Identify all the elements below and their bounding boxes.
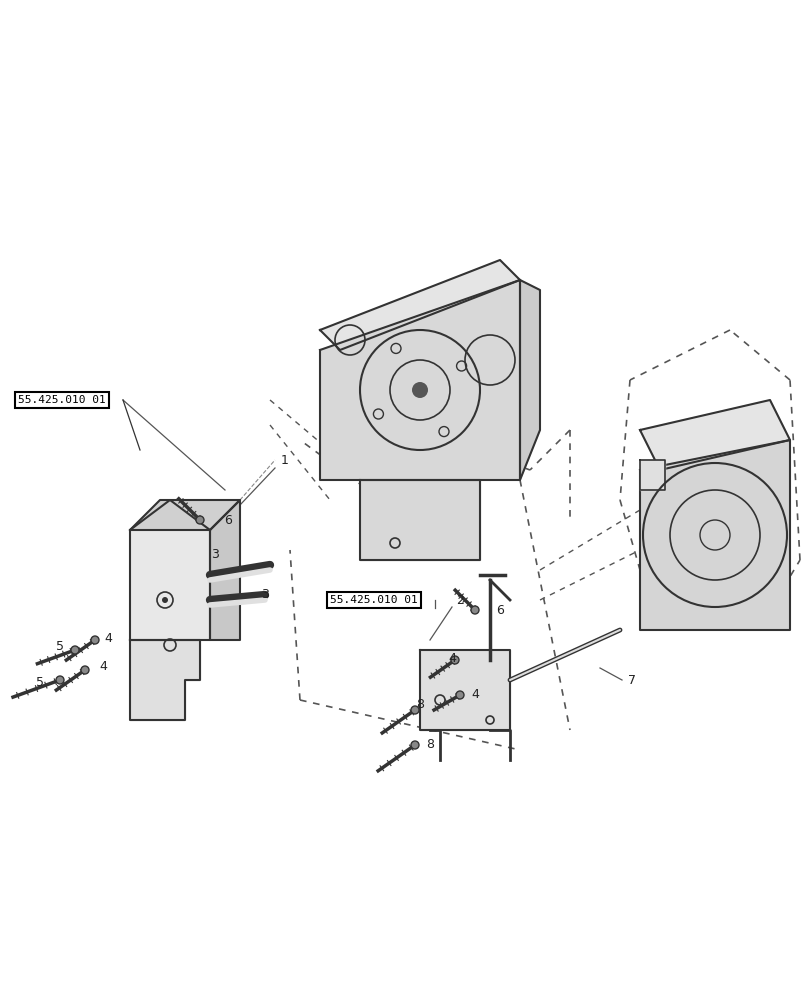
- Text: 8: 8: [415, 698, 423, 711]
- Text: 4: 4: [448, 652, 455, 664]
- Polygon shape: [519, 280, 539, 480]
- Circle shape: [470, 606, 478, 614]
- Circle shape: [81, 666, 89, 674]
- Polygon shape: [130, 500, 240, 530]
- Text: 6: 6: [224, 514, 232, 526]
- Polygon shape: [639, 440, 789, 630]
- Polygon shape: [359, 480, 479, 560]
- Polygon shape: [320, 280, 519, 480]
- Polygon shape: [639, 400, 789, 470]
- Text: 3: 3: [261, 588, 268, 601]
- Text: 6: 6: [496, 603, 504, 616]
- Text: 5: 5: [56, 640, 64, 654]
- Polygon shape: [419, 650, 509, 730]
- Circle shape: [162, 597, 168, 603]
- Text: 4: 4: [99, 660, 107, 672]
- Polygon shape: [210, 500, 240, 640]
- Polygon shape: [130, 640, 200, 720]
- Circle shape: [195, 516, 204, 524]
- Circle shape: [71, 646, 79, 654]
- Circle shape: [411, 382, 427, 398]
- Text: 2: 2: [456, 593, 463, 606]
- Polygon shape: [130, 500, 210, 640]
- Text: 3: 3: [211, 548, 219, 562]
- Text: 1: 1: [281, 454, 289, 466]
- Text: 8: 8: [426, 738, 433, 752]
- Text: 55.425.010 01: 55.425.010 01: [18, 395, 105, 405]
- Text: 4: 4: [470, 688, 478, 702]
- Circle shape: [450, 656, 458, 664]
- Polygon shape: [639, 460, 664, 490]
- Circle shape: [410, 706, 418, 714]
- Polygon shape: [320, 260, 519, 350]
- Circle shape: [91, 636, 99, 644]
- Circle shape: [56, 676, 64, 684]
- Circle shape: [456, 691, 463, 699]
- Text: 4: 4: [104, 632, 112, 644]
- Text: 5: 5: [36, 676, 44, 690]
- Circle shape: [410, 741, 418, 749]
- Text: 55.425.010 01: 55.425.010 01: [329, 595, 417, 605]
- Text: 7: 7: [627, 674, 635, 686]
